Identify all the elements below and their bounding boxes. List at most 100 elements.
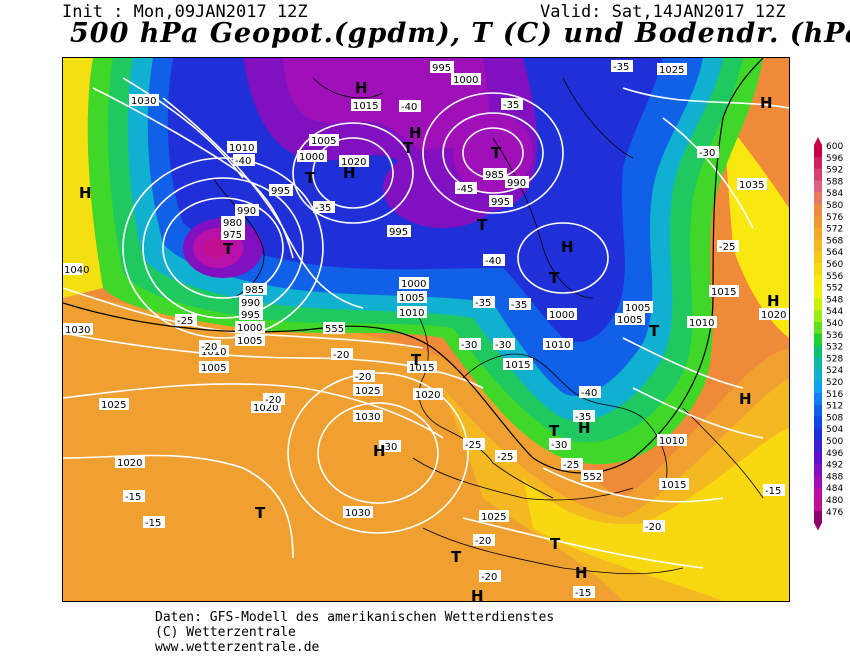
pressure-label: 1010 bbox=[659, 436, 684, 447]
center-label: T bbox=[549, 422, 560, 440]
pressure-label: 975 bbox=[223, 230, 242, 241]
legend-label: 576 bbox=[826, 213, 843, 223]
legend-arrow-up bbox=[814, 137, 822, 145]
pressure-label: 1005 bbox=[237, 336, 262, 347]
pressure-label: 990 bbox=[237, 206, 256, 217]
temp-label: -45 bbox=[457, 184, 473, 195]
legend-label: 564 bbox=[826, 248, 843, 258]
pressure-label: 995 bbox=[491, 197, 510, 208]
pressure-label: 1005 bbox=[201, 363, 226, 374]
temp-label: -25 bbox=[497, 452, 513, 463]
pressure-label: 995 bbox=[241, 310, 260, 321]
pressure-label: 1030 bbox=[355, 412, 380, 423]
temp-label: -25 bbox=[719, 242, 735, 253]
contour-552-label: 552 bbox=[583, 472, 602, 483]
temp-label: -15 bbox=[575, 588, 591, 599]
legend-label: 540 bbox=[826, 319, 843, 329]
temp-label: -15 bbox=[145, 518, 161, 529]
temp-label: -20 bbox=[355, 372, 371, 383]
legend-swatch bbox=[814, 369, 822, 382]
legend-label: 588 bbox=[826, 177, 843, 187]
center-label: H bbox=[409, 124, 422, 142]
temp-labels: -35 -40 -45 -40 -35 -30 -25 -20 -15 -15 … bbox=[123, 60, 785, 599]
legend-swatch bbox=[814, 145, 822, 158]
center-label: H bbox=[561, 238, 574, 256]
center-label: H bbox=[578, 419, 591, 437]
legend-label: 488 bbox=[826, 472, 843, 482]
temp-label: -25 bbox=[177, 316, 193, 327]
pressure-label: 1035 bbox=[739, 180, 764, 191]
pressure-label: 1020 bbox=[341, 157, 366, 168]
pressure-label: 1020 bbox=[117, 458, 142, 469]
pressure-label: 1025 bbox=[101, 400, 126, 411]
legend-swatch bbox=[814, 499, 822, 512]
pressure-label: 1015 bbox=[409, 363, 434, 374]
legend-swatch bbox=[814, 192, 822, 205]
pressure-label: 1030 bbox=[65, 325, 90, 336]
temp-label: -25 bbox=[465, 440, 481, 451]
center-label: T bbox=[305, 169, 316, 187]
center-label: T bbox=[451, 548, 462, 566]
legend-label: 568 bbox=[826, 236, 843, 246]
temp-label: -35 bbox=[503, 100, 519, 111]
pressure-label: 1005 bbox=[625, 303, 650, 314]
temp-label: -15 bbox=[125, 492, 141, 503]
center-label: H bbox=[739, 390, 752, 408]
legend-label: 552 bbox=[826, 284, 843, 294]
center-label: T bbox=[549, 269, 560, 287]
legend-label: 504 bbox=[826, 425, 843, 435]
pressure-label: 1015 bbox=[711, 287, 736, 298]
legend-label: 580 bbox=[826, 201, 843, 211]
center-label: H bbox=[760, 94, 773, 112]
legend-swatch bbox=[814, 357, 822, 370]
legend-swatch bbox=[814, 463, 822, 476]
legend-swatch bbox=[814, 322, 822, 335]
legend-swatch bbox=[814, 451, 822, 465]
color-legend: 600 596 592 588 584 580 576 572 568 564 560 556 552 5… bbox=[812, 135, 850, 534]
legend-label: 548 bbox=[826, 295, 843, 305]
center-label: H bbox=[355, 79, 368, 97]
center-label: T bbox=[477, 216, 488, 234]
temp-label: -20 bbox=[645, 522, 661, 533]
temp-label: -30 bbox=[699, 148, 715, 159]
legend-swatch bbox=[814, 204, 822, 217]
legend-label: 520 bbox=[826, 378, 843, 388]
legend-swatch bbox=[814, 239, 822, 252]
temp-label: -20 bbox=[265, 395, 281, 406]
map-title: 500 hPa Geopot.(gpdm), T (C) und Bodendr… bbox=[70, 18, 850, 49]
pressure-label: 1010 bbox=[399, 308, 424, 319]
legend-label: 528 bbox=[826, 354, 843, 364]
center-label: H bbox=[767, 292, 780, 310]
pressure-label: 995 bbox=[432, 63, 451, 74]
pressure-label: 985 bbox=[485, 170, 504, 181]
pressure-label: 1005 bbox=[399, 293, 424, 304]
legend-label: 476 bbox=[826, 508, 843, 518]
center-label: H bbox=[79, 184, 92, 202]
contour-555-label: 555 bbox=[325, 324, 344, 335]
legend-swatch bbox=[814, 487, 822, 500]
legend-label: 572 bbox=[826, 225, 843, 235]
legend-swatch bbox=[814, 156, 822, 170]
legend-label: 544 bbox=[826, 307, 843, 317]
pressure-label: 1000 bbox=[401, 279, 426, 290]
pressure-label: 1010 bbox=[201, 347, 226, 358]
center-label: T bbox=[649, 322, 660, 340]
legend-swatch bbox=[814, 215, 822, 229]
pressure-label: 1015 bbox=[505, 360, 530, 371]
temp-label: -40 bbox=[235, 156, 251, 167]
legend-label: 536 bbox=[826, 331, 843, 341]
center-label: T bbox=[223, 240, 234, 258]
legend-swatch bbox=[814, 345, 822, 358]
weather-map: 995 1000 1025 1030 1015 1005 1000 1010 1… bbox=[62, 57, 790, 602]
legend-label: 512 bbox=[826, 402, 843, 412]
legend-swatch bbox=[814, 428, 822, 441]
legend-label: 524 bbox=[826, 366, 843, 376]
temp-label: -30 bbox=[551, 440, 567, 451]
pressure-label: 1030 bbox=[345, 508, 370, 519]
legend-label: 596 bbox=[826, 154, 843, 164]
pressure-label: 995 bbox=[271, 186, 290, 197]
pressure-label: 1030 bbox=[131, 96, 156, 107]
footer-source: Daten: GFS-Modell des amerikanischen Wet… bbox=[155, 610, 555, 625]
legend-label: 556 bbox=[826, 272, 843, 282]
temp-label: -20 bbox=[475, 536, 491, 547]
